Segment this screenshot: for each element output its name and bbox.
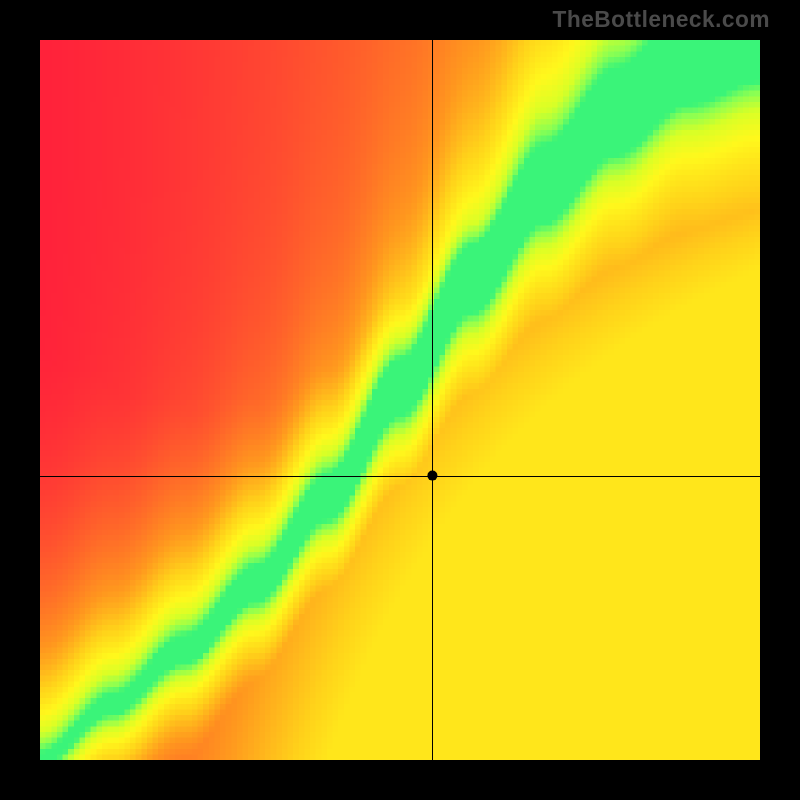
chart-frame: TheBottleneck.com — [0, 0, 800, 800]
overlay-canvas — [40, 40, 760, 760]
watermark-text: TheBottleneck.com — [553, 6, 770, 33]
